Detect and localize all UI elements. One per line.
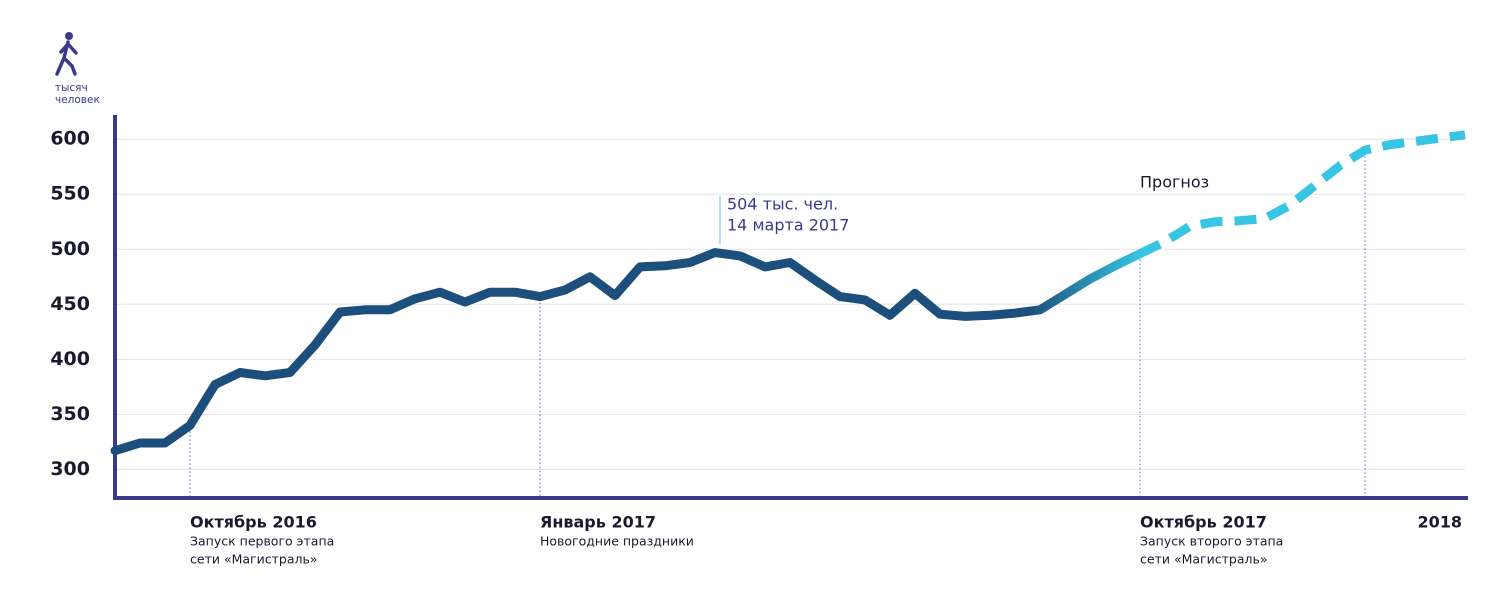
x-tick-note: Новогодние праздники [540, 534, 694, 549]
x-tick-label: 2018 [1417, 513, 1462, 532]
x-tick-label: Октябрь 2017 [1140, 513, 1267, 532]
forecast-label: Прогноз [1140, 173, 1209, 192]
annotation: 504 тыс. чел. [727, 195, 838, 214]
walker-icon [55, 32, 78, 76]
line-series [110, 248, 1145, 456]
y-tick-label: 550 [50, 183, 90, 205]
y-tick-label: 350 [50, 403, 90, 425]
x-tick-note: Запуск второго этапа [1140, 534, 1283, 549]
annotation: 14 марта 2017 [727, 216, 849, 235]
x-tick-label: Октябрь 2016 [190, 513, 317, 532]
y-tick-label: 500 [50, 238, 90, 260]
y-tick-label: 450 [50, 293, 90, 315]
x-tick-note: сети «Магистраль» [1140, 552, 1267, 567]
y-tick-label: 600 [50, 128, 90, 150]
line-series [1138, 130, 1466, 258]
x-tick-note: Запуск первого этапа [190, 534, 334, 549]
x-tick-label: Январь 2017 [540, 513, 656, 532]
x-tick-note: сети «Магистраль» [190, 552, 317, 567]
y-label: человек [55, 94, 100, 106]
y-tick-label: 300 [50, 458, 90, 480]
y-tick-label: 400 [50, 348, 90, 370]
y-label: тысяч [55, 82, 88, 94]
